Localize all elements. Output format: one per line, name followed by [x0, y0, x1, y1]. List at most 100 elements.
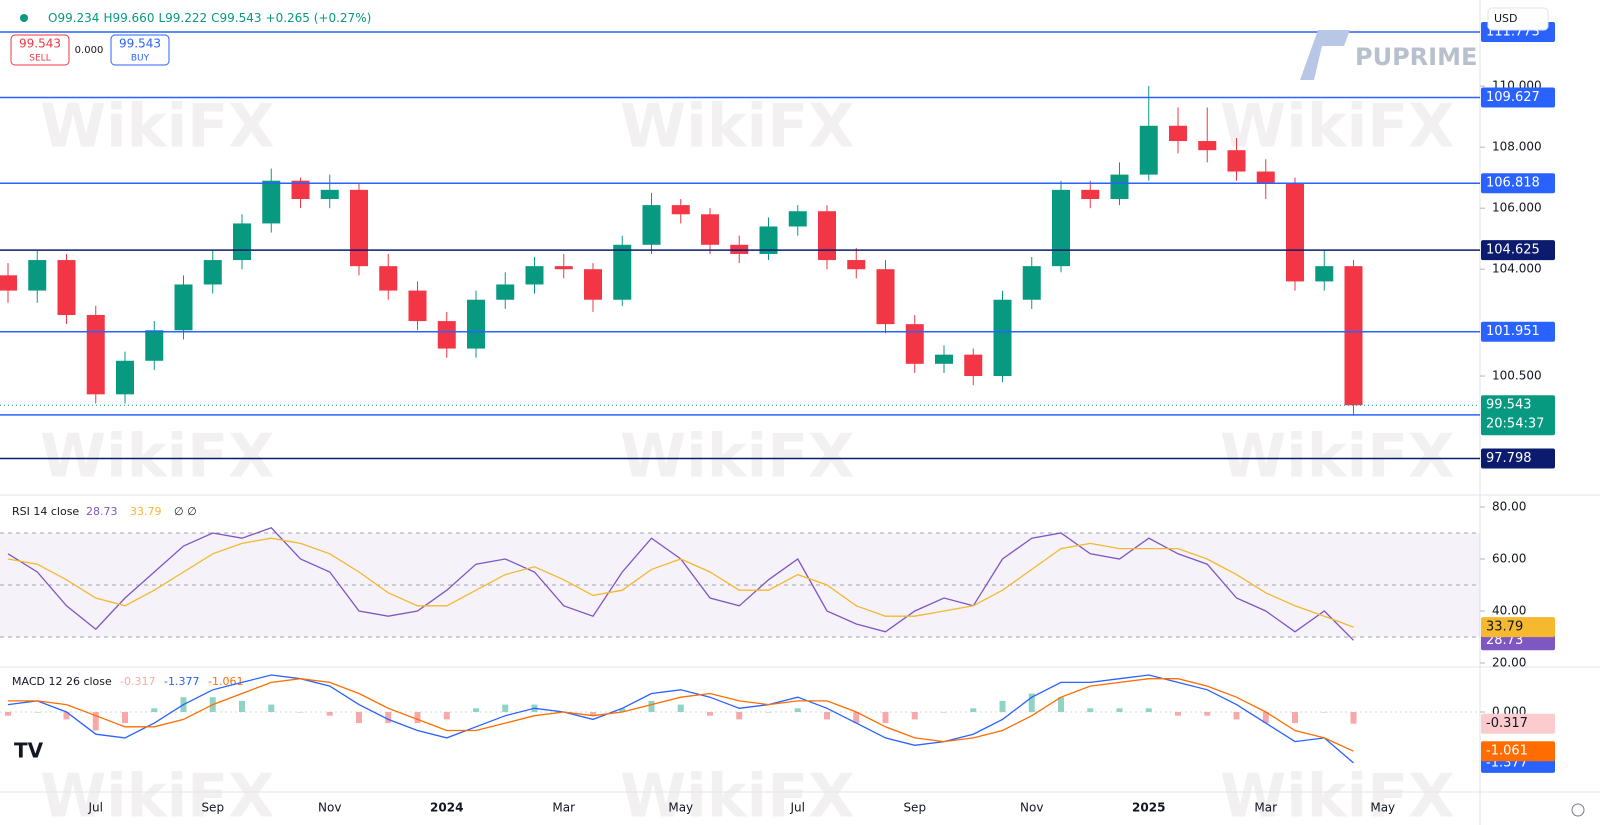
histogram-bar [677, 704, 684, 712]
histogram-bar [1087, 708, 1094, 712]
candle-body [1256, 171, 1275, 184]
indicator-extra: ∅ ∅ [174, 505, 197, 518]
indicator-label-bg [1481, 741, 1555, 762]
level-label-bg [1481, 173, 1555, 194]
candle-body [701, 214, 719, 245]
histogram-bar [911, 711, 918, 720]
histogram-bar [648, 700, 655, 712]
candle-body [203, 260, 222, 285]
histogram-bar [999, 700, 1006, 712]
histogram-bar [619, 708, 626, 712]
y-tick-label: 108.000 [1492, 140, 1542, 154]
watermark: WikiFX [1220, 422, 1454, 492]
candle-body [1022, 266, 1041, 300]
watermark: WikiFX [40, 422, 274, 492]
y-tick-label: 106.000 [1492, 201, 1542, 215]
candle-body [1169, 125, 1187, 142]
x-tick-label: Sep [201, 801, 224, 815]
ohlc-header: O99.234 H99.660 L99.222 C99.543 +0.265 (+0.2… [48, 11, 371, 25]
x-tick-label: Jul [790, 801, 805, 815]
histogram-bar [268, 704, 275, 712]
y-tick-label: 20.00 [1492, 655, 1526, 669]
histogram-bar [443, 711, 450, 720]
level-label: 101.951 [1486, 324, 1540, 339]
candle-body [1344, 266, 1363, 406]
x-tick-label: Nov [1020, 801, 1043, 815]
candle-body [584, 269, 602, 300]
candle-body [350, 189, 368, 267]
y-tick-label: 60.00 [1492, 551, 1526, 565]
y-tick-label: 80.00 [1492, 499, 1526, 513]
candle-body [437, 321, 456, 349]
spread: 0.000 [75, 45, 104, 56]
histogram-bar [239, 700, 245, 712]
level-label: 109.627 [1486, 90, 1540, 105]
histogram-bar [1262, 711, 1269, 724]
candle-body [262, 180, 281, 224]
candle-body [174, 284, 193, 331]
histogram-bar [297, 711, 304, 713]
candle-body [1227, 150, 1246, 172]
candle-body [233, 223, 251, 261]
y-tick-label: 104.000 [1492, 262, 1542, 276]
indicator-value: 28.73 [86, 505, 118, 518]
watermark: WikiFX [1220, 762, 1454, 825]
histogram-bar [1175, 711, 1181, 716]
histogram-bar [707, 711, 713, 716]
histogram-bar [414, 711, 421, 724]
indicator-line [8, 678, 1354, 752]
last-price: 99.543 [1486, 398, 1532, 413]
candle-body [1198, 141, 1217, 151]
change: +0.265 (+0.27%) [266, 11, 372, 25]
watermark: WikiFX [620, 92, 854, 162]
indicator-line [7, 537, 1354, 628]
x-tick-label: 2025 [1132, 801, 1165, 815]
candle-body [28, 260, 47, 291]
x-tick-label: Jul [88, 801, 103, 815]
candle-body [730, 244, 749, 254]
watermark: WikiFX [620, 762, 854, 825]
histogram-bar [326, 711, 333, 716]
buy-label: BUY [131, 54, 150, 64]
settings-icon[interactable] [1571, 803, 1585, 817]
indicator-label: -1.061 [1486, 744, 1528, 759]
histogram-bar [970, 708, 977, 712]
candle-body [671, 205, 690, 215]
currency-button[interactable] [1487, 7, 1549, 31]
histogram-bar [1233, 711, 1240, 720]
level-label: 106.818 [1486, 176, 1540, 191]
candle-body [496, 284, 515, 300]
level-label: 104.625 [1486, 243, 1540, 258]
candle-body [0, 275, 17, 291]
ohlc-value: H99.660 [103, 11, 154, 25]
watermark: WikiFX [1220, 92, 1454, 162]
candle-body [1315, 266, 1334, 282]
indicator-value: 33.79 [130, 505, 162, 518]
candle-body [1052, 189, 1070, 267]
candle-body [1081, 189, 1100, 200]
watermarks: WikiFX WikiFX WikiFX WikiFX WikiFX WikiFX Wiki… [40, 92, 1454, 825]
last-price-bg [1481, 395, 1555, 436]
watermark: WikiFX [620, 422, 854, 492]
histogram-bar [882, 711, 889, 724]
buy-price: 99.543 [119, 37, 161, 51]
ohlc-value: L99.222 [158, 11, 207, 25]
histogram-bar [1028, 693, 1035, 712]
x-tick-label: May [668, 801, 693, 815]
level-label-bg [1481, 240, 1555, 261]
histogram-bar [122, 711, 128, 724]
candle-body [993, 299, 1012, 377]
indicator-label-bg [1481, 713, 1555, 734]
buy-button[interactable] [110, 34, 170, 66]
sell-price: 99.543 [19, 37, 61, 51]
candle-body [57, 260, 76, 315]
histogram-bar [34, 711, 41, 713]
sell-button[interactable] [10, 34, 70, 66]
level-label-bg [1481, 448, 1555, 469]
candle-body [145, 330, 164, 361]
histogram-bar [941, 711, 947, 713]
candle-body [905, 324, 924, 364]
